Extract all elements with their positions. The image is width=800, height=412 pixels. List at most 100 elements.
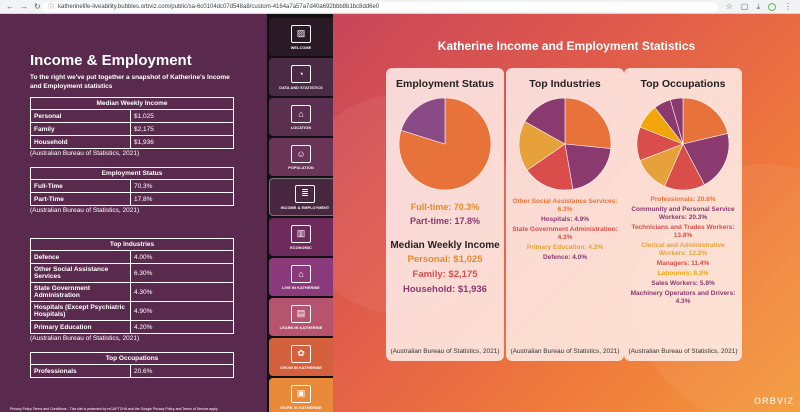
menu-icon[interactable]: ⋮ xyxy=(784,2,792,11)
nav-item-label: WELCOME xyxy=(290,45,312,50)
row-label: Personal xyxy=(30,109,131,123)
row-value: 70.3% xyxy=(130,179,234,193)
list-item: Sales Workers: 5.8% xyxy=(651,280,715,287)
pie-slice xyxy=(669,97,684,145)
pie-slice xyxy=(526,143,574,191)
pie-slice xyxy=(682,133,730,186)
table-row: Other Social Assistance Services 6.30% xyxy=(30,263,234,283)
reload-icon[interactable]: ↻ xyxy=(34,2,41,11)
occupations-list: Professionals: 20.6% Community and Person… xyxy=(624,196,742,306)
nav-item-data-and-statistics[interactable]: ◔ DATA AND STATISTICS xyxy=(269,58,333,96)
url-text: katherinelife-liveability.bubbles.orbviz… xyxy=(58,3,380,10)
table-row: Household $1,936 xyxy=(30,135,234,149)
source-note: (Australian Bureau of Statistics, 2021) xyxy=(628,347,738,355)
list-item: Machinery Operators and Drivers: 4.3% xyxy=(630,290,736,305)
nav-item-population[interactable]: ☺ POPULATION xyxy=(269,138,333,176)
family-income: Family: $2,175 xyxy=(412,269,478,280)
infographic-panel: Katherine Income and Employment Statisti… xyxy=(333,14,800,412)
chart-icon: ◔ xyxy=(291,64,311,83)
row-label: Primary Education xyxy=(30,320,131,334)
row-value: 4.00% xyxy=(130,250,234,264)
row-value: $1,025 xyxy=(130,109,234,123)
download-icon[interactable]: ⤓ xyxy=(756,1,760,11)
nav-item-learn-in-katherine[interactable]: ▤ LEARN IN KATHERINE xyxy=(269,298,333,336)
left-content-panel[interactable]: Income & Employment To the right we've p… xyxy=(0,14,267,412)
nav-item-label: ECONOMIC xyxy=(290,245,312,250)
nav-sidebar: ▨ WELCOME ◔ DATA AND STATISTICS ⌂ LOCATION ☺ PO… xyxy=(267,14,341,412)
table-header: Top Industries xyxy=(30,238,234,251)
table-row: State Government Administration 4.30% xyxy=(30,282,234,302)
browser-toolbar: ← → ↻ ⓘ katherinelife-liveability.bubble… xyxy=(0,0,800,14)
top-industries-card: Top Industries Other Social Assistance S… xyxy=(506,68,624,361)
plant-icon: ✿ xyxy=(291,344,311,363)
employment-pie-chart xyxy=(398,97,492,191)
table-header: Top Occupations xyxy=(30,352,234,365)
back-icon[interactable]: ← xyxy=(6,2,14,11)
source-note: (Australian Bureau of Statistics, 2021) xyxy=(510,347,620,355)
nav-item-location[interactable]: ⌂ LOCATION xyxy=(269,98,333,136)
row-label: Other Social Assistance Services xyxy=(30,263,131,283)
list-item: Other Social Assistance Services: 6.3% xyxy=(512,198,618,213)
row-value: 20.6% xyxy=(130,364,234,378)
table-row: Professionals 20.6% xyxy=(30,364,234,378)
stats-tables: Median Weekly Income Personal $1,025 Family… xyxy=(30,97,267,378)
row-value: $1,936 xyxy=(130,135,234,149)
pie-slice xyxy=(682,97,729,145)
nav-item-label: LEARN IN KATHERINE xyxy=(279,325,323,330)
nav-item-income-employment[interactable]: ≣ INCOME & EMPLOYMENT xyxy=(269,178,341,216)
nav-item-work-in-katherine[interactable]: ▣ WORK IN KATHERINE xyxy=(269,378,333,412)
source-note: (Australian Bureau of Statistics, 2021) xyxy=(30,335,140,342)
stats-table: Median Weekly Income Personal $1,025 Family… xyxy=(30,97,234,149)
personal-income: Personal: $1,025 xyxy=(407,254,483,265)
table-row: Defence 4.00% xyxy=(30,250,234,264)
image-icon: ▨ xyxy=(291,24,311,43)
address-bar[interactable]: ⓘ katherinelife-liveability.bubbles.orbv… xyxy=(42,1,718,12)
list-item: State Government Administration: 4.3% xyxy=(512,226,618,241)
list-item: Clerical and Administrative Workers: 12.… xyxy=(641,242,725,257)
table-row: Full-Time 70.3% xyxy=(30,179,234,193)
occupations-pie-chart xyxy=(636,97,730,191)
row-label: Full-Time xyxy=(30,179,131,193)
coins-icon: ≣ xyxy=(295,184,315,203)
row-label: State Government Administration xyxy=(30,282,131,302)
nav-item-grow-in-katherine[interactable]: ✿ GROW IN KATHERINE xyxy=(269,338,333,376)
row-label: Family xyxy=(30,122,131,136)
page-title: Income & Employment xyxy=(30,52,192,69)
table-row: Family $2,175 xyxy=(30,122,234,136)
nav-item-label: GROW IN KATHERINE xyxy=(280,365,322,370)
site-info-icon[interactable]: ⓘ xyxy=(48,5,55,11)
row-value: 17.8% xyxy=(130,192,234,206)
house-icon: ⌂ xyxy=(291,264,311,283)
nav-item-economic[interactable]: ▥ ECONOMIC xyxy=(269,218,333,256)
bookmark-star-icon[interactable]: ☆ xyxy=(725,2,733,11)
median-income-title: Median Weekly Income xyxy=(390,240,500,251)
nav-item-welcome[interactable]: ▨ WELCOME xyxy=(269,18,333,56)
industries-list: Other Social Assistance Services: 6.3% Ho… xyxy=(506,198,624,262)
nav-item-label: LOCATION xyxy=(290,125,312,130)
row-value: 4.30% xyxy=(130,282,234,302)
profile-avatar[interactable] xyxy=(768,2,776,11)
stats-table: Employment Status Full-Time 70.3% Part-Time… xyxy=(30,167,234,206)
extensions-icon[interactable]: ▢ xyxy=(740,2,749,11)
list-item: Primary Education: 4.2% xyxy=(526,244,604,251)
employment-status-card: Employment Status Full-time: 70.3% Part-… xyxy=(386,68,504,361)
orbviz-logo: ORBVIZ xyxy=(753,396,794,406)
source-note: (Australian Bureau of Statistics, 2021) xyxy=(30,150,140,157)
row-label: Part-Time xyxy=(30,192,131,206)
top-occupations-card: Top Occupations Professionals: 20.6% Comm… xyxy=(624,68,742,361)
forward-icon[interactable]: → xyxy=(20,2,28,11)
infographic-title: Katherine Income and Employment Statisti… xyxy=(437,39,696,53)
map-icon: ⌂ xyxy=(291,104,311,123)
nav-item-label: LIVE IN KATHERINE xyxy=(282,285,320,290)
table-row: Primary Education 4.20% xyxy=(30,320,234,334)
pie-slice xyxy=(400,97,446,145)
table-row: Personal $1,025 xyxy=(30,109,234,123)
intro-text: To the right we've put together a snapsh… xyxy=(30,74,230,90)
household-income: Household: $1,936 xyxy=(403,284,487,295)
list-item: Labourers: 8.3% xyxy=(657,270,709,277)
table-header: Employment Status xyxy=(30,167,234,180)
part-time-stat: Part-time: 17.8% xyxy=(409,216,481,226)
bar-chart-icon: ▥ xyxy=(291,224,311,243)
nav-item-live-in-katherine[interactable]: ⌂ LIVE IN KATHERINE xyxy=(269,258,333,296)
nav-item-label: DATA AND STATISTICS xyxy=(279,85,323,90)
